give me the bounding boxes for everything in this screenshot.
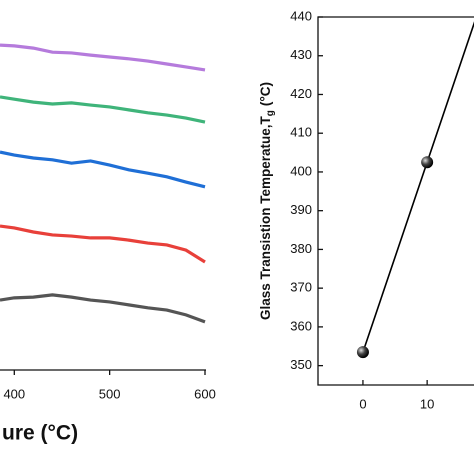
y-axis-label: Glass Transistion Temperatue,Tg (°C) [258, 82, 276, 320]
curve [0, 224, 206, 264]
marker [356, 346, 369, 359]
y-tick-label: 440 [290, 8, 312, 23]
curve [0, 43, 206, 72]
y-label-subscript: g [265, 110, 276, 116]
y-tick-label: 420 [290, 86, 312, 101]
y-tick-label: 410 [290, 125, 312, 140]
left-chart: 400 500 600 ure (°C) [0, 43, 216, 445]
curve [0, 293, 206, 324]
x-tick-label: 500 [99, 386, 121, 401]
x-tick-label: 10 [420, 396, 434, 411]
y-tick-label: 370 [290, 280, 312, 295]
curve [0, 150, 206, 189]
y-tick-label: 390 [290, 202, 312, 217]
line [362, 21, 474, 353]
y-tick-label: 400 [290, 163, 312, 178]
y-tick-label: 380 [290, 241, 312, 256]
y-label-text: Glass Transistion Temperatue,T [258, 115, 273, 320]
y-tick-label: 360 [290, 318, 312, 333]
curve [0, 95, 206, 124]
plot-frame [317, 16, 474, 386]
x-tick-label: 600 [194, 386, 216, 401]
x-tick-label: 400 [3, 386, 25, 401]
marker [421, 156, 434, 169]
right-chart: 350 360 370 380 390 400 410 420 430 440 0 10 Glass T… [258, 8, 474, 411]
x-tick-label: 0 [359, 396, 366, 411]
x-axis-label: ure (°C) [2, 422, 78, 445]
y-tick-label: 430 [290, 47, 312, 62]
y-label-unit: (°C) [258, 82, 273, 106]
y-tick-label: 350 [290, 357, 312, 372]
